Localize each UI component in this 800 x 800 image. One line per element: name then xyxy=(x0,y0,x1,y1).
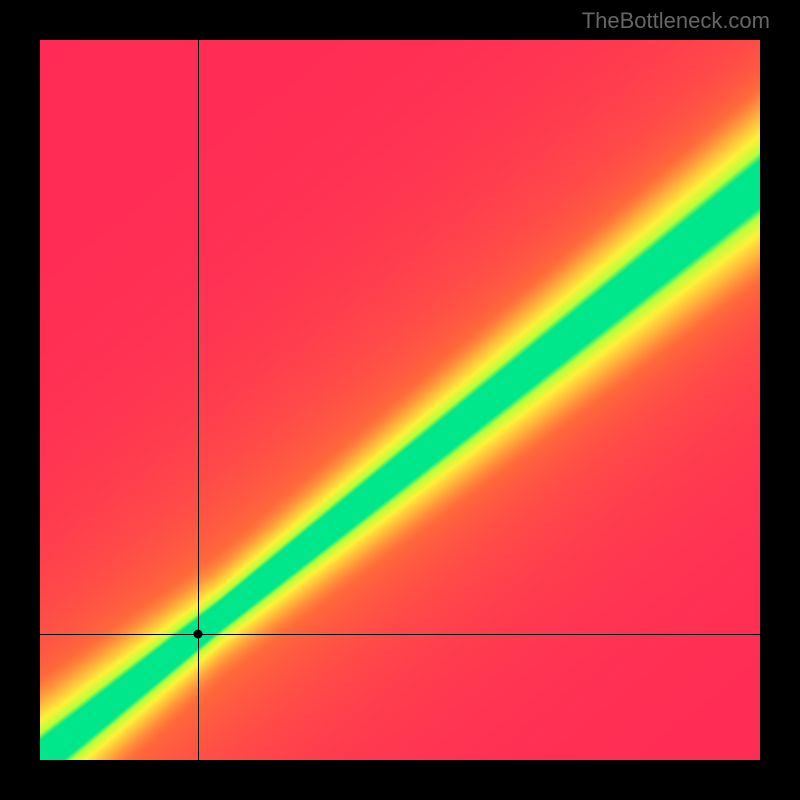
marker-crosshair-vertical xyxy=(198,40,199,760)
heatmap-canvas xyxy=(40,40,760,760)
watermark-text: TheBottleneck.com xyxy=(582,8,770,34)
marker-crosshair-horizontal xyxy=(40,634,760,635)
bottleneck-heatmap xyxy=(40,40,760,760)
marker-dot xyxy=(194,630,203,639)
